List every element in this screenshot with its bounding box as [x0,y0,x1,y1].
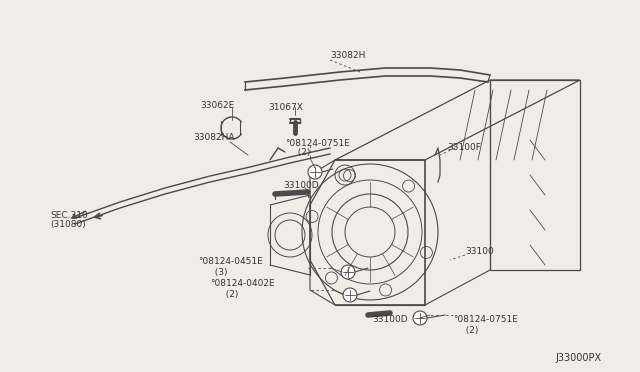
Circle shape [413,311,427,325]
Circle shape [341,265,355,279]
Text: (2): (2) [292,148,310,157]
Text: SEC.310: SEC.310 [50,211,88,219]
Text: (3): (3) [209,267,227,276]
Text: 33082HA: 33082HA [193,134,234,142]
Text: 33100D: 33100D [372,315,408,324]
Text: °08124-0451E: °08124-0451E [198,257,263,266]
Text: 31067X: 31067X [268,103,303,112]
Circle shape [308,165,322,179]
Text: (31080): (31080) [50,219,86,228]
Text: (2): (2) [460,326,478,334]
Text: °08124-0751E: °08124-0751E [453,315,518,324]
Text: 33062E: 33062E [200,102,234,110]
Text: 33082H: 33082H [330,51,365,60]
Text: (2): (2) [220,289,238,298]
Text: 33100: 33100 [465,247,493,257]
Text: 33100F: 33100F [447,142,481,151]
Text: 33100D: 33100D [283,180,319,189]
Circle shape [343,288,357,302]
Text: J33000PX: J33000PX [555,353,601,363]
Text: °08124-0751E: °08124-0751E [285,138,350,148]
Text: °08124-0402E: °08124-0402E [210,279,275,289]
